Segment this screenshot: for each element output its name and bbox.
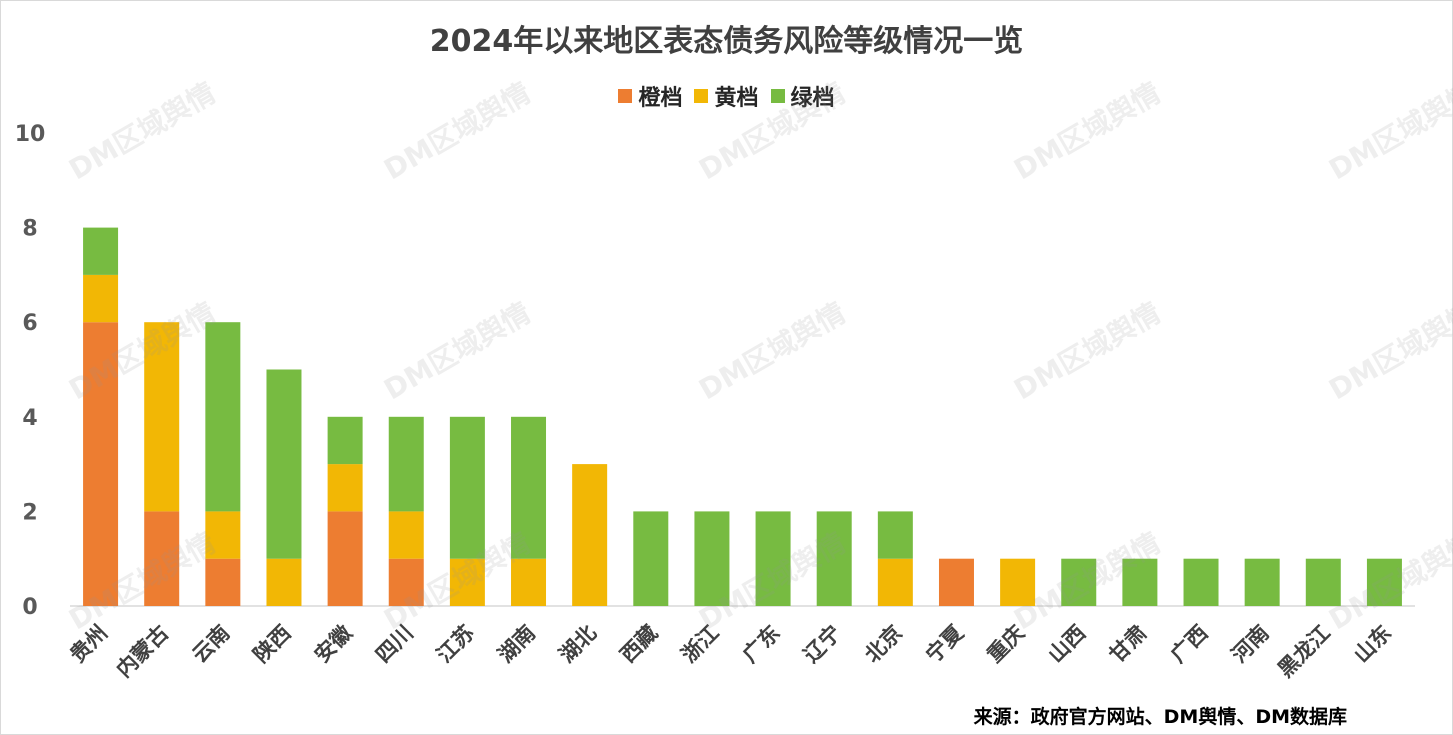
bar-segment <box>388 511 424 559</box>
x-tick-label: 辽宁 <box>799 621 846 668</box>
bar-segment <box>144 511 180 606</box>
bar-segment <box>572 464 608 606</box>
x-tick-label: 甘肃 <box>1105 621 1152 668</box>
bar-segment <box>1366 558 1402 606</box>
bar-segment <box>1244 558 1280 606</box>
bar-segment <box>83 322 119 606</box>
bar-segment <box>266 558 302 606</box>
bar-segment <box>388 416 424 512</box>
legend-label: 黄档 <box>714 86 759 111</box>
legend-item: 橙档 <box>618 80 682 112</box>
x-tick-label: 浙江 <box>677 621 724 668</box>
bar-segment <box>1122 558 1158 606</box>
bar-segment <box>388 558 424 606</box>
bar-segment <box>449 558 485 606</box>
legend-swatch <box>770 89 785 103</box>
bar-segment <box>83 274 119 323</box>
x-tick-label: 湖北 <box>555 621 602 668</box>
x-tick-label: 广东 <box>738 621 785 668</box>
bar-segment <box>205 322 241 512</box>
bar-segment <box>1061 558 1097 606</box>
bar-segment <box>755 511 791 606</box>
bar-segment <box>694 511 730 606</box>
legend-item: 绿档 <box>770 80 835 112</box>
x-tick-label: 安徽 <box>310 620 357 667</box>
bar-segment <box>449 416 485 559</box>
legend-label: 绿档 <box>790 86 835 111</box>
bar-segment <box>205 558 241 606</box>
chart-title: 2024年以来地区表态债务风险等级情况一览 <box>429 24 1024 59</box>
x-tick-label: 河南 <box>1227 621 1274 668</box>
x-tick-label: 云南 <box>188 621 235 668</box>
bar-segment <box>511 416 547 559</box>
x-tick-label: 宁夏 <box>921 620 968 667</box>
x-tick-label: 贵州 <box>65 621 112 668</box>
bar-segment <box>327 511 363 606</box>
bar-segment <box>144 322 180 512</box>
bar-segment <box>327 464 363 512</box>
bar-segment <box>816 511 852 606</box>
bar-segment <box>938 558 974 606</box>
bar-segment <box>327 416 363 465</box>
legend-swatch <box>694 89 709 103</box>
y-tick-label: 6 <box>22 311 37 336</box>
x-tick-label: 广西 <box>1166 621 1213 668</box>
bar-segment <box>83 227 119 275</box>
bar-segment <box>1000 558 1036 606</box>
legend-item: 黄档 <box>694 80 759 112</box>
bar-segment <box>877 558 913 606</box>
bar-segment <box>266 369 302 559</box>
bar-segment <box>1305 558 1341 606</box>
y-tick-label: 2 <box>22 500 37 525</box>
y-tick-label: 8 <box>22 217 37 242</box>
y-tick-label: 4 <box>22 406 37 431</box>
bar-segment <box>633 511 669 606</box>
legend-swatch <box>618 89 633 103</box>
x-tick-label: 内蒙古 <box>112 621 174 683</box>
x-tick-label: 北京 <box>860 621 907 668</box>
y-tick-label: 10 <box>15 122 46 147</box>
x-tick-label: 湖南 <box>493 621 540 668</box>
x-tick-label: 四川 <box>371 621 418 668</box>
x-tick-label: 陕西 <box>249 621 296 668</box>
legend-label: 橙档 <box>638 86 683 111</box>
x-tick-label: 重庆 <box>982 621 1029 668</box>
source-note: 来源：政府官方网站、DM舆情、DM数据库 <box>973 706 1347 728</box>
x-tick-label: 江苏 <box>432 621 479 668</box>
y-tick-label: 0 <box>22 595 37 620</box>
x-tick-label: 山东 <box>1349 621 1396 668</box>
bar-segment <box>511 558 547 606</box>
x-tick-label: 山西 <box>1044 621 1091 668</box>
bar-segment <box>877 511 913 559</box>
x-tick-label: 西藏 <box>616 621 663 668</box>
bar-segment <box>1183 558 1219 606</box>
chart-legend: 橙档 黄档 绿档 <box>0 80 1453 112</box>
bar-segment <box>205 511 241 559</box>
x-tick-label: 黑龙江 <box>1273 621 1335 683</box>
